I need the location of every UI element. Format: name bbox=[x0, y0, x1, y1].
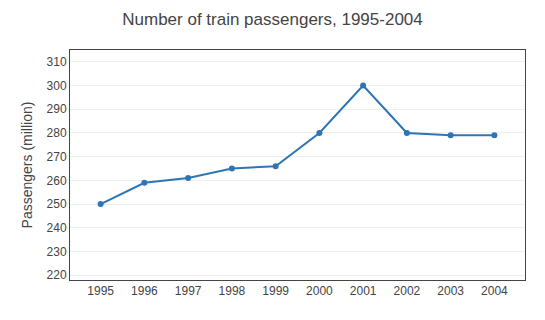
svg-text:250: 250 bbox=[47, 197, 67, 211]
svg-text:2004: 2004 bbox=[481, 284, 508, 298]
svg-text:220: 220 bbox=[47, 268, 67, 282]
svg-text:280: 280 bbox=[47, 126, 67, 140]
svg-text:1997: 1997 bbox=[175, 284, 202, 298]
svg-text:2000: 2000 bbox=[306, 284, 333, 298]
svg-text:Number of train passengers, 19: Number of train passengers, 1995-2004 bbox=[122, 10, 423, 29]
svg-text:Passengers (million): Passengers (million) bbox=[19, 102, 35, 229]
svg-text:1998: 1998 bbox=[219, 284, 246, 298]
svg-text:240: 240 bbox=[47, 221, 67, 235]
svg-text:270: 270 bbox=[47, 150, 67, 164]
svg-text:310: 310 bbox=[47, 55, 67, 69]
svg-text:1995: 1995 bbox=[87, 284, 114, 298]
svg-text:2001: 2001 bbox=[350, 284, 377, 298]
svg-text:2002: 2002 bbox=[394, 284, 421, 298]
svg-text:230: 230 bbox=[47, 245, 67, 259]
svg-text:260: 260 bbox=[47, 174, 67, 188]
svg-text:2003: 2003 bbox=[437, 284, 464, 298]
svg-text:1996: 1996 bbox=[131, 284, 158, 298]
svg-text:290: 290 bbox=[47, 102, 67, 116]
svg-text:1999: 1999 bbox=[262, 284, 289, 298]
svg-text:300: 300 bbox=[47, 79, 67, 93]
